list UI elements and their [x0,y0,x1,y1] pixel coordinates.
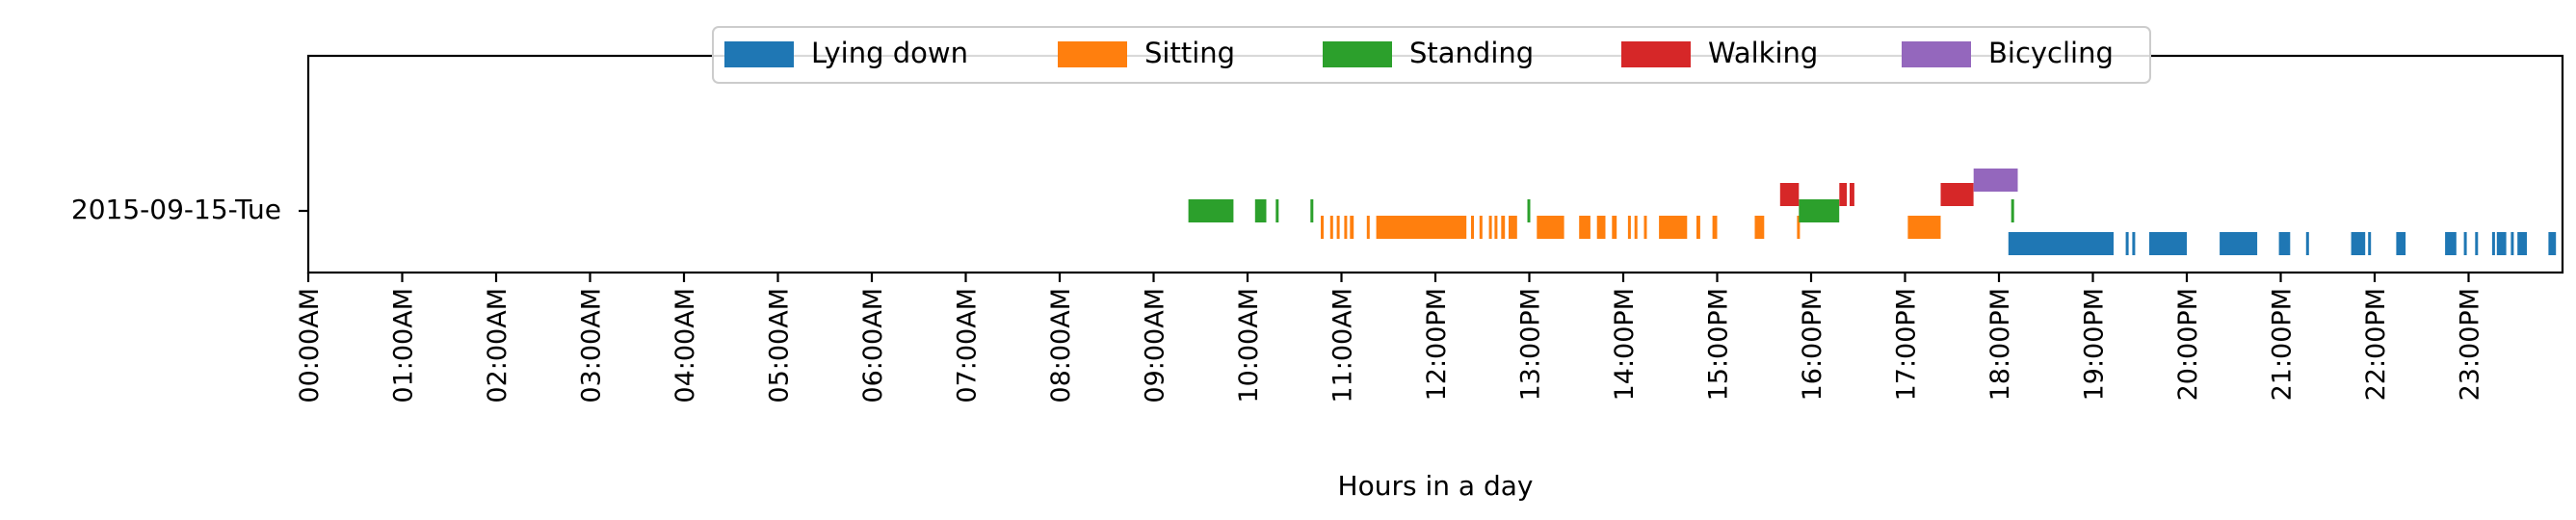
x-tick-label: 20:00PM [2173,288,2203,401]
sitting-bar [1321,216,1324,239]
x-tick-label: 10:00AM [1234,288,1264,403]
sitting-bar [1501,216,1506,239]
standing-bar [1310,199,1314,222]
sitting-bar [1797,216,1801,239]
sitting-bar [1696,216,1700,239]
activity-bars [1188,169,2557,255]
sitting-bar [1634,216,1638,239]
walking-bar [1779,183,1800,206]
legend-swatch-sitting [1058,41,1127,67]
x-tick-label: 15:00PM [1704,288,1734,401]
walking-bar [1850,183,1854,206]
lying-down-bar [2278,232,2291,255]
sitting-bar [1350,216,1354,239]
legend-label-bicycling: Bicycling [1988,37,2114,69]
sitting-bar [1643,216,1647,239]
lying-down-bar [2368,232,2372,255]
x-axis-ticks: 00:00AM 01:00AM 02:00AM 03:00AM 04:00AM 05:00… [295,273,2485,403]
lying-down-bar [2125,232,2129,255]
x-tick-label: 05:00AM [765,288,795,403]
standing-bar [1799,199,1840,222]
lying-down-bar [2351,232,2366,255]
standing-bar [1188,199,1234,222]
sitting-bar [1537,216,1564,239]
bicycling-bar [1973,169,2018,192]
legend-items: Lying down Sitting Standing Walking Bicyclin… [724,37,2114,69]
x-tick-label: 00:00AM [295,288,325,403]
x-tick-label: 14:00PM [1610,288,1640,401]
sitting-bar [1509,216,1517,239]
sitting-bar [1494,216,1498,239]
legend-label-lying-down: Lying down [811,37,968,69]
x-axis-label: Hours in a day [1338,470,1534,502]
lying-down-bar [2491,232,2495,255]
sitting-bar [1344,216,1348,239]
lying-down-bar [2496,232,2507,255]
y-tick-label-day: 2015-09-15-Tue [71,194,281,225]
standing-bar [2011,199,2014,222]
x-tick-label: 21:00PM [2268,288,2298,401]
x-tick-label: 06:00AM [858,288,888,403]
x-tick-label: 09:00AM [1141,288,1170,403]
x-tick-label: 07:00AM [953,288,983,403]
lying-down-bar [2517,232,2527,255]
legend-label-standing: Standing [1409,37,1534,69]
sitting-bar [1479,216,1483,239]
legend-frame [712,26,2151,84]
x-tick-label: 11:00AM [1328,288,1358,403]
x-tick-label: 12:00PM [1422,288,1452,401]
legend-swatch-lying-down [724,41,794,67]
lying-down-bar [2305,232,2309,255]
sitting-bar [1366,216,1370,239]
sitting-bar [1659,216,1688,239]
lying-down-bar [2149,232,2187,255]
x-tick-label: 13:00PM [1516,288,1546,401]
sitting-bar [1471,216,1474,239]
sitting-bar [1596,216,1606,239]
lying-down-bar [2463,232,2467,255]
x-tick-label: 03:00AM [577,288,607,403]
x-tick-label: 16:00PM [1798,288,1827,401]
standing-bar [1275,199,1279,222]
sitting-bar [1579,216,1590,239]
legend: Lying down Sitting Standing Walking Bicyclin… [712,26,2151,84]
x-tick-label: 17:00PM [1892,288,1922,401]
sitting-bar [1627,216,1631,239]
x-tick-label: 01:00AM [389,288,419,403]
lying-down-bar [2445,232,2457,255]
lying-down-bar [2548,232,2557,255]
sitting-bar [1907,216,1941,239]
lying-down-bar [2008,232,2114,255]
x-tick-label: 22:00PM [2361,288,2391,401]
legend-swatch-bicycling [1902,41,1971,67]
x-tick-label: 19:00PM [2080,288,2110,401]
lying-down-bar [2396,232,2406,255]
standing-bar [1254,199,1267,222]
lying-down-bar [2132,232,2136,255]
x-tick-label: 08:00AM [1046,288,1076,403]
legend-label-sitting: Sitting [1144,37,1235,69]
sitting-bar [1754,216,1765,239]
sitting-bar [1329,216,1333,239]
walking-bar [1839,183,1848,206]
sitting-bar [1612,216,1617,239]
lying-down-bar [2510,232,2514,255]
lying-down-bar [2475,232,2479,255]
walking-bar [1940,183,1974,206]
standing-bar [1527,199,1531,222]
x-tick-label: 18:00PM [1985,288,2015,401]
x-tick-label: 04:00AM [670,288,700,403]
legend-swatch-standing [1323,41,1392,67]
legend-label-walking: Walking [1708,37,1818,69]
lying-down-bar [2220,232,2258,255]
x-tick-label: 23:00PM [2456,288,2485,401]
sitting-bar [1712,216,1718,239]
sitting-bar [1376,216,1467,239]
sitting-bar [1336,216,1340,239]
legend-swatch-walking [1621,41,1691,67]
sitting-bar [1488,216,1492,239]
x-tick-label: 02:00AM [483,288,513,403]
